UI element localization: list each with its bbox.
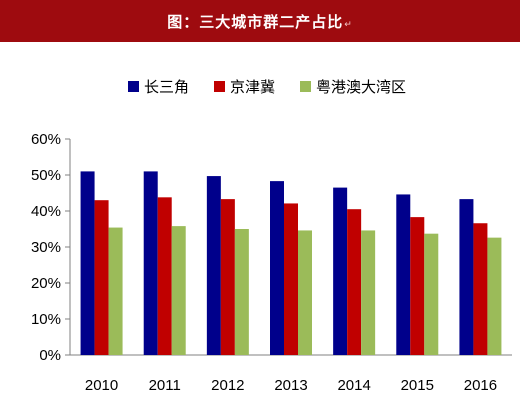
legend-label: 粤港澳大湾区 — [316, 78, 406, 96]
bars-group — [80, 171, 502, 355]
y-tick-label: 0% — [39, 347, 61, 364]
bar — [396, 194, 411, 355]
y-tick-label: 30% — [31, 239, 61, 256]
x-tick-label: 2015 — [401, 377, 434, 394]
bar — [424, 233, 439, 355]
y-tick-label: 40% — [31, 203, 61, 220]
y-tick-label: 50% — [31, 167, 61, 184]
bar — [270, 181, 284, 355]
bar — [157, 197, 172, 355]
bar — [347, 209, 362, 355]
chart-legend: 长三角 京津冀 粤港澳大湾区 — [128, 78, 406, 96]
bar — [206, 176, 221, 355]
bar — [410, 217, 425, 355]
bar — [459, 199, 474, 355]
bar — [298, 230, 312, 355]
legend-label: 长三角 — [144, 78, 189, 96]
bar — [80, 171, 95, 355]
paragraph-mark: ↵ — [344, 20, 353, 30]
x-axis: 2010 2011 2012 2013 2014 2015 2016 — [70, 354, 512, 394]
y-axis: 0% 10% 20% 30% 40% 50% 60% — [31, 131, 71, 364]
legend-swatch — [128, 81, 139, 92]
x-tick-label: 2014 — [337, 377, 370, 394]
bar — [284, 203, 298, 355]
x-tick-label: 2016 — [464, 377, 497, 394]
y-tick-label: 60% — [31, 131, 61, 148]
bar — [220, 199, 235, 355]
bar — [234, 229, 249, 355]
chart-title: 图：三大城市群二产占比 — [167, 12, 344, 31]
bar — [333, 187, 348, 355]
legend-swatch — [214, 81, 225, 92]
bar — [473, 223, 488, 355]
bar — [108, 227, 123, 355]
legend-swatch — [300, 81, 311, 92]
x-tick-label: 2010 — [85, 377, 118, 394]
legend-label: 京津冀 — [230, 78, 275, 96]
x-tick-label: 2011 — [149, 377, 181, 394]
bar — [94, 200, 109, 355]
bar — [143, 171, 158, 355]
bar — [171, 226, 186, 355]
x-tick-label: 2012 — [211, 377, 244, 394]
bar — [361, 230, 376, 355]
bar — [487, 237, 502, 355]
y-tick-label: 10% — [31, 311, 61, 328]
y-tick-label: 20% — [31, 275, 61, 292]
x-tick-label: 2013 — [274, 377, 307, 394]
chart-title-bar: 图：三大城市群二产占比 ↵ — [0, 0, 520, 42]
